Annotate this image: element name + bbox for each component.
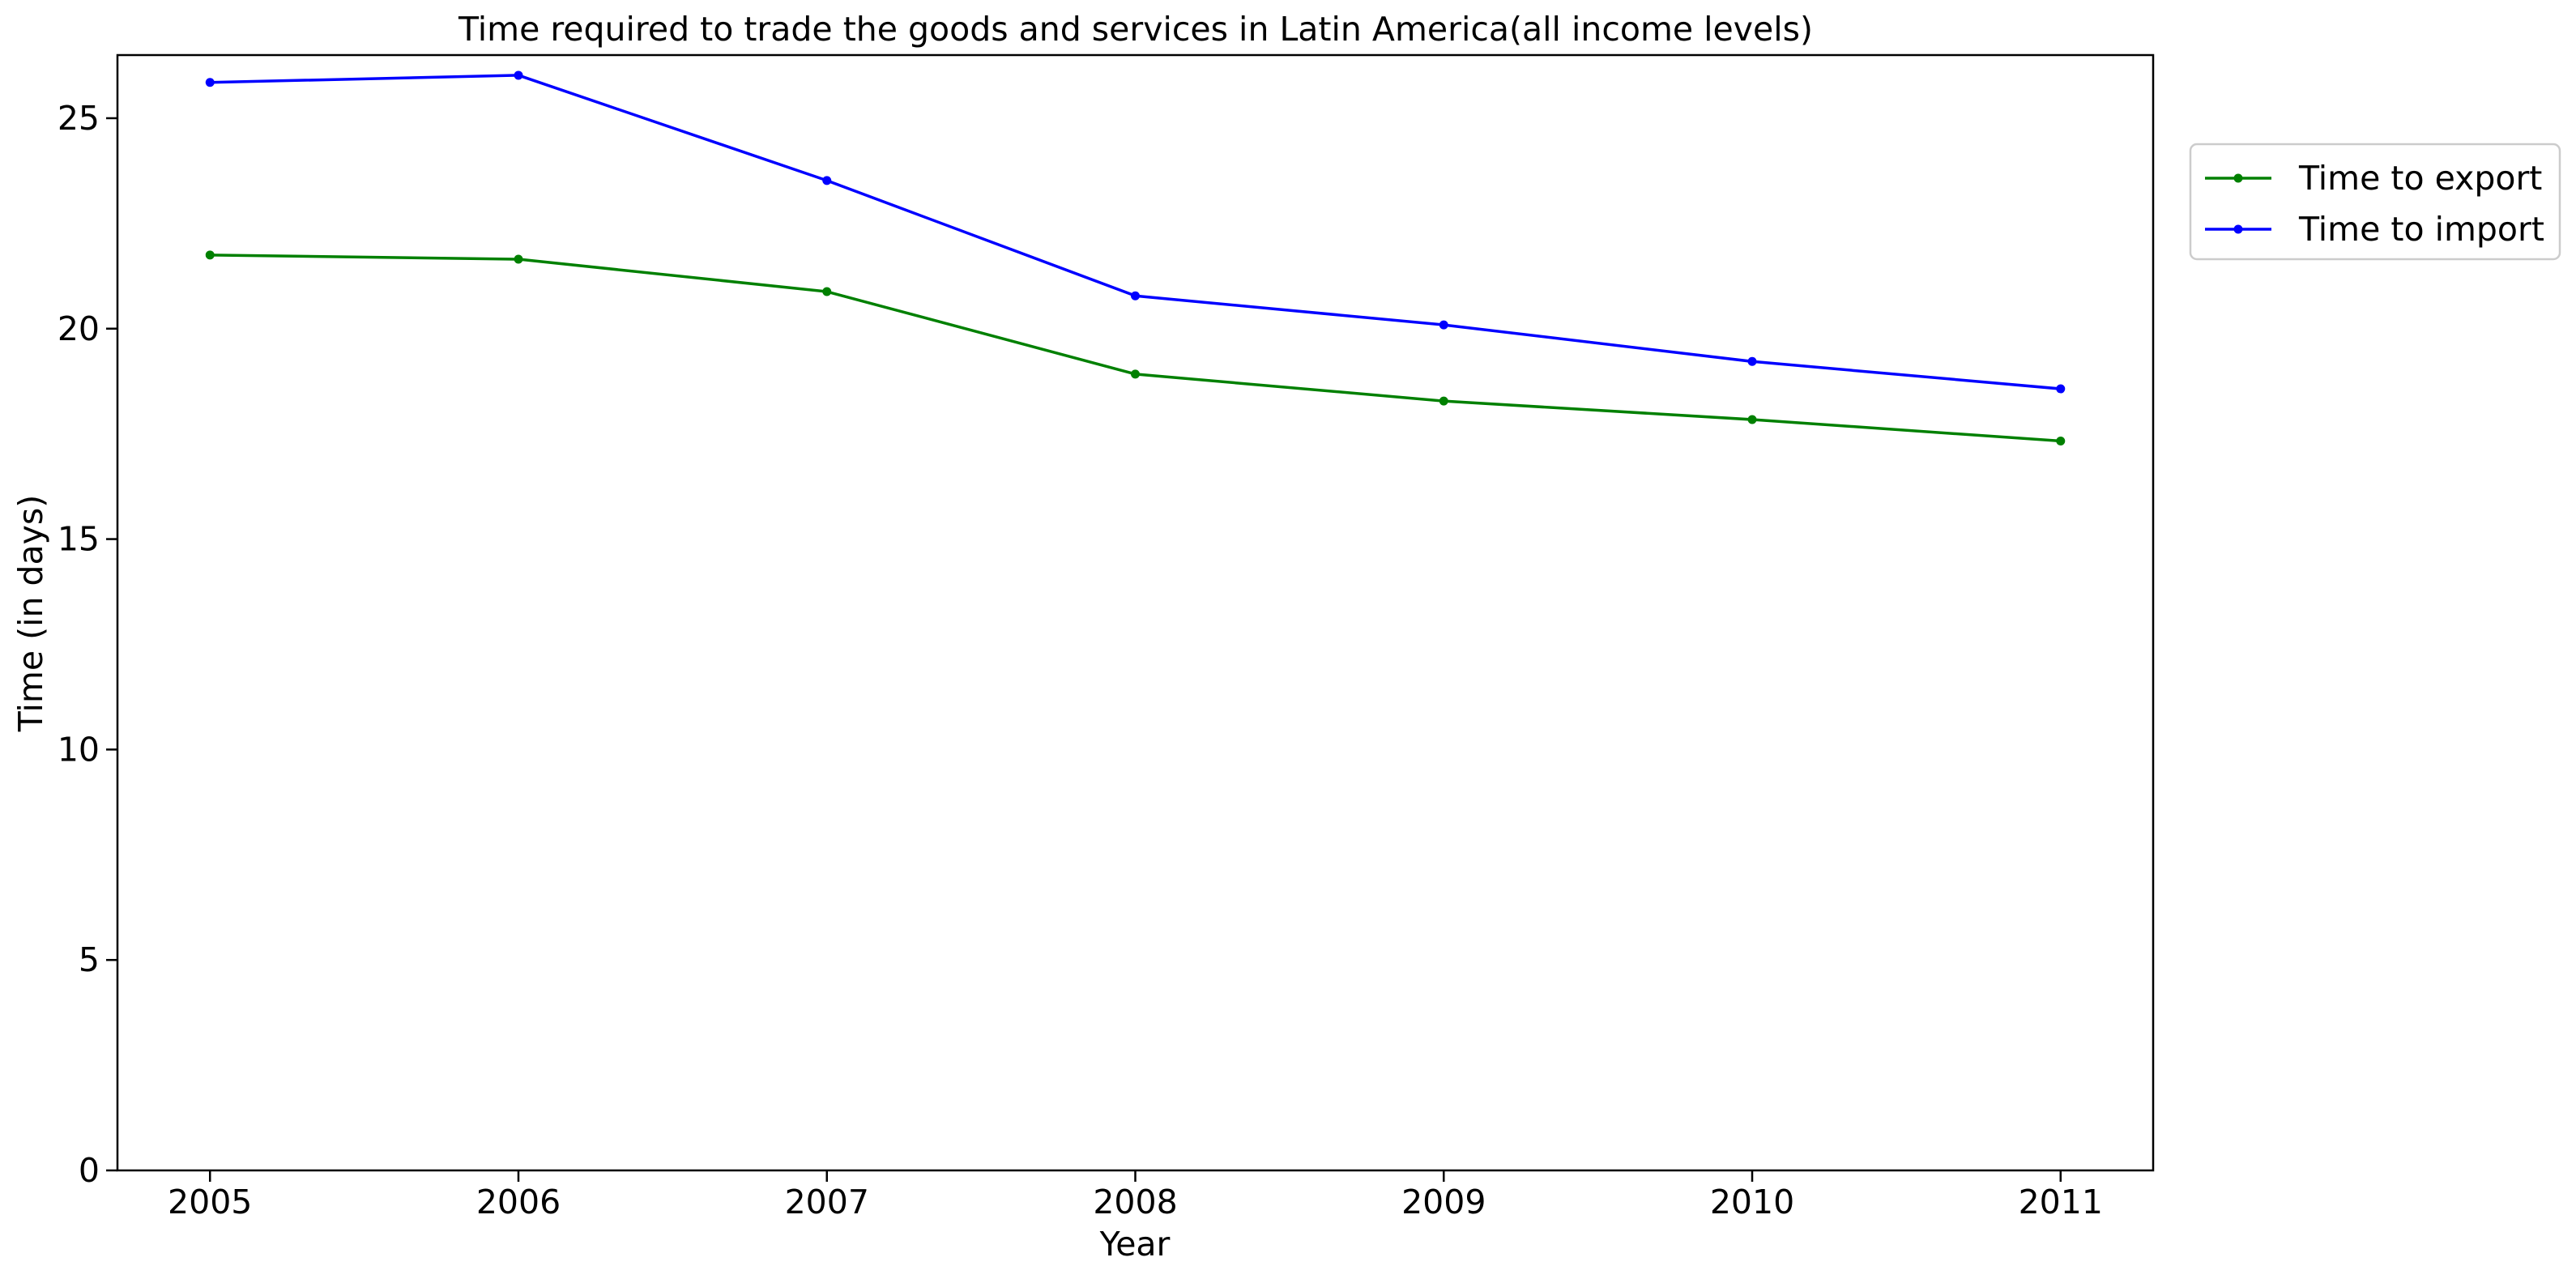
- data-point: [1439, 396, 1448, 406]
- series-layer: [205, 70, 2066, 445]
- x-axis-ticks: 2005 2006 2007 2008 2009 2010 2011: [168, 1170, 2103, 1221]
- data-point: [205, 78, 215, 87]
- x-tick-label: 2007: [785, 1183, 869, 1221]
- y-axis-label: Time (in days): [11, 495, 50, 733]
- x-tick-label: 2006: [476, 1183, 561, 1221]
- y-tick-label: 10: [58, 730, 100, 769]
- data-point: [822, 287, 832, 296]
- y-axis-ticks: 0 5 10 15 20 25: [58, 99, 117, 1190]
- y-tick-label: 0: [79, 1151, 100, 1190]
- legend-frame: [2189, 143, 2561, 261]
- data-point: [514, 70, 523, 80]
- legend-marker: [2233, 173, 2243, 183]
- data-point: [822, 176, 832, 185]
- data-point: [1747, 415, 1757, 424]
- plot-area-frame: [116, 53, 2155, 1172]
- y-tick-label: 5: [79, 940, 100, 979]
- data-point: [1131, 369, 1140, 379]
- x-tick-label: 2010: [1710, 1183, 1794, 1221]
- x-tick-label: 2008: [1093, 1183, 1177, 1221]
- x-tick-label: 2011: [2019, 1183, 2103, 1221]
- data-point: [205, 250, 215, 260]
- data-point: [1747, 356, 1757, 366]
- x-tick-label: 2009: [1401, 1183, 1486, 1221]
- data-point: [1439, 320, 1448, 330]
- chart-title: Time required to trade the goods and ser…: [458, 10, 1813, 49]
- x-axis-label: Year: [1099, 1225, 1171, 1264]
- legend-label: Time to import: [2298, 210, 2544, 249]
- legend-marker: [2233, 224, 2243, 234]
- data-point: [2056, 436, 2066, 445]
- x-tick-label: 2005: [168, 1183, 252, 1221]
- data-point: [514, 254, 523, 264]
- data-point: [2056, 384, 2066, 394]
- y-tick-label: 20: [58, 309, 100, 348]
- y-tick-label: 15: [58, 520, 100, 559]
- legend: Time to export Time to import: [2189, 143, 2561, 261]
- legend-label: Time to export: [2298, 159, 2542, 198]
- data-point: [1131, 291, 1140, 301]
- y-tick-label: 25: [58, 99, 100, 138]
